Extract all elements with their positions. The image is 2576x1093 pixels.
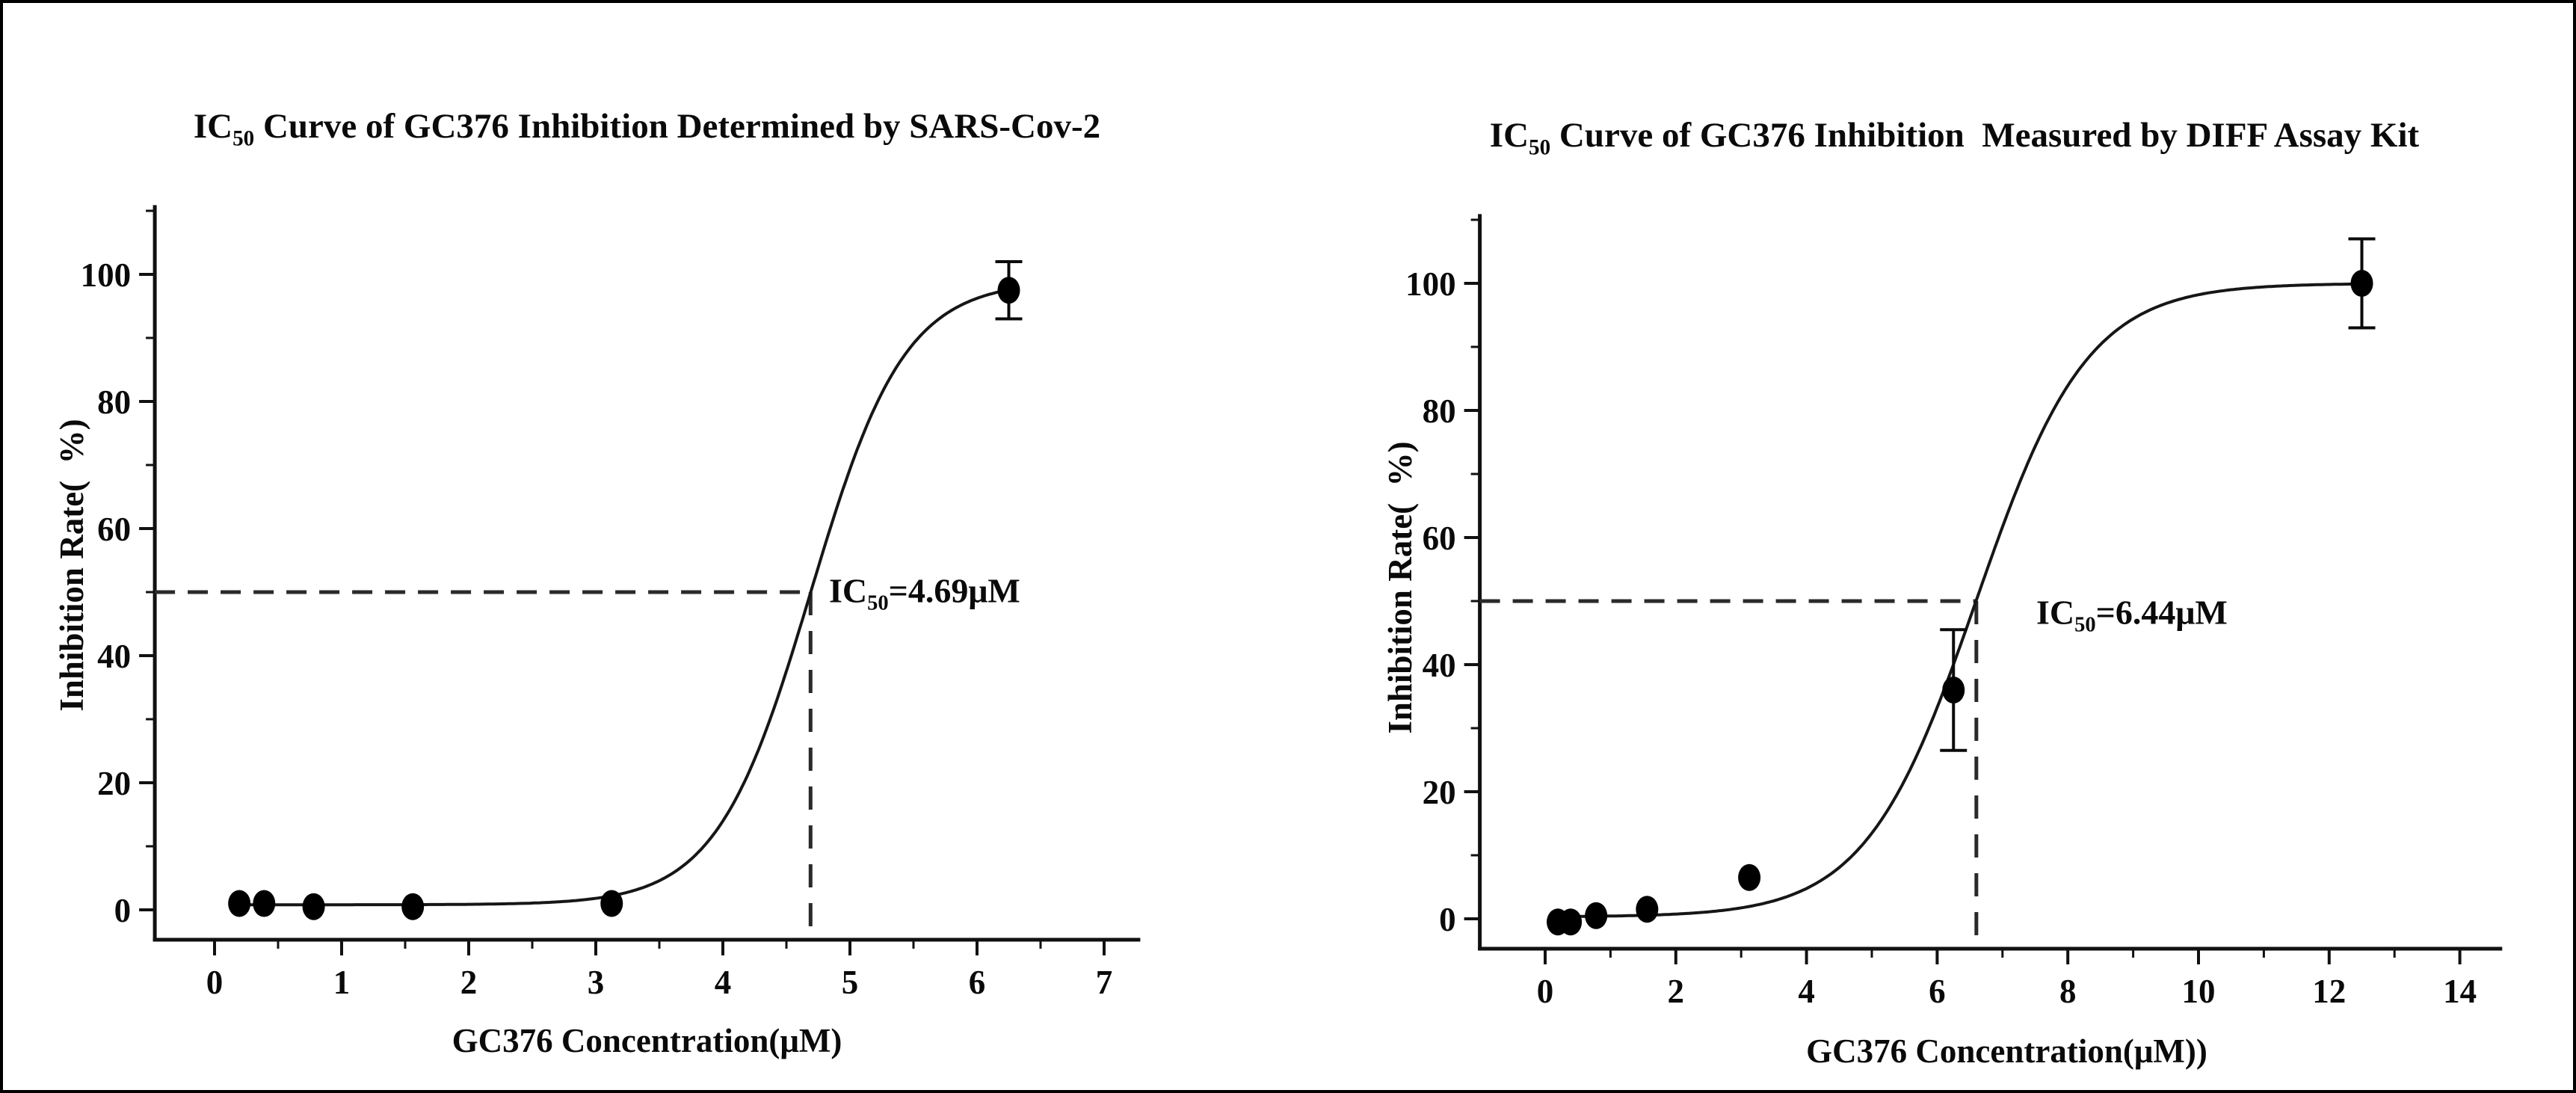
x-tick-label: 12: [2312, 973, 2346, 1010]
data-point: [600, 890, 623, 917]
x-tick-label: 3: [588, 964, 605, 1001]
x-tick-label: 2: [1668, 973, 1685, 1010]
y-tick-label: 100: [81, 256, 132, 294]
x-axis-label: GC376 Concentration(μM): [452, 1022, 842, 1059]
x-axis-label: GC376 Concentration(μM)): [1806, 1032, 2207, 1070]
data-point: [228, 890, 251, 917]
annotation-prefix: IC: [829, 571, 868, 610]
y-tick-label: 80: [97, 384, 131, 421]
x-tick-label: 1: [333, 964, 351, 1001]
annotation-value: =6.44μM: [2095, 593, 2228, 632]
x-tick-label: 0: [1537, 973, 1554, 1010]
y-tick-label: 0: [1439, 901, 1456, 938]
data-point: [1738, 863, 1761, 891]
y-tick-label: 40: [1423, 647, 1456, 684]
y-tick-label: 60: [97, 511, 131, 548]
data-point: [401, 893, 425, 920]
x-tick-label: 5: [842, 964, 859, 1001]
y-tick-label: 20: [97, 765, 131, 802]
annotation-prefix: IC: [2036, 593, 2075, 632]
y-tick-label: 60: [1423, 520, 1456, 557]
y-tick-label: 40: [97, 638, 131, 675]
plot-area: 0 1 2 3 4 5 6 7 0 20 40 60 80 100: [81, 205, 1141, 1001]
data-point: [253, 890, 276, 917]
x-tick-label: 6: [1929, 973, 1946, 1010]
page-title: IC50 Curve of GC376 Inhibition Measured …: [1333, 115, 2573, 160]
annotation-value: =4.69μM: [888, 571, 1020, 610]
title-rest: Curve of GC376 Inhibition Determined by …: [254, 107, 1101, 146]
x-tick-label: 7: [1096, 964, 1113, 1001]
y-tick-label: 80: [1423, 392, 1456, 430]
y-tick-label: 100: [1405, 265, 1456, 303]
y-tick-label: 20: [1423, 774, 1456, 811]
fit-curve: [239, 288, 1009, 907]
data-point: [1942, 677, 1965, 703]
fit-curve: [1558, 282, 2362, 918]
annotation-subscript: 50: [867, 591, 889, 615]
x-tick-label: 14: [2443, 973, 2477, 1010]
title-subscript: 50: [1529, 135, 1551, 160]
x-tick-label: 6: [969, 964, 986, 1001]
x-tick-label: 2: [460, 964, 478, 1001]
plot-area: 0 2 4 6 8 10 12 14 0 20 40 60 80 100: [1405, 214, 2503, 1010]
page-title: IC50 Curve of GC376 Inhibition Determine…: [3, 106, 1291, 151]
chart-left-panel: IC50 Curve of GC376 Inhibition Determine…: [3, 3, 1291, 1090]
data-point: [2350, 270, 2373, 297]
x-tick-label: 0: [206, 964, 224, 1001]
data-point: [1636, 896, 1659, 923]
x-tick-label: 10: [2182, 973, 2216, 1010]
data-point: [302, 893, 325, 920]
y-axis-label: Inhibition Rate( %): [1381, 441, 1419, 734]
ic50-annotation: IC50=6.44μM: [2036, 593, 2228, 636]
ic50-annotation: IC50=4.69μM: [829, 571, 1020, 615]
title-subscript: 50: [232, 126, 255, 151]
y-tick-label: 0: [114, 892, 132, 929]
y-axis-label: Inhibition Rate( %): [53, 419, 90, 712]
x-tick-label: 8: [2059, 973, 2077, 1010]
title-rest: Curve of GC376 Inhibition Measured by DI…: [1550, 116, 2420, 155]
title-prefix: IC: [1489, 116, 1529, 155]
x-tick-label: 4: [1798, 973, 1815, 1010]
chart-right-panel: IC50 Curve of GC376 Inhibition Measured …: [1288, 3, 2573, 1090]
annotation-subscript: 50: [2074, 613, 2096, 637]
data-point: [1585, 902, 1608, 929]
x-tick-label: 4: [715, 964, 732, 1001]
data-point: [1559, 908, 1583, 936]
data-point: [997, 277, 1020, 304]
title-prefix: IC: [193, 107, 233, 146]
